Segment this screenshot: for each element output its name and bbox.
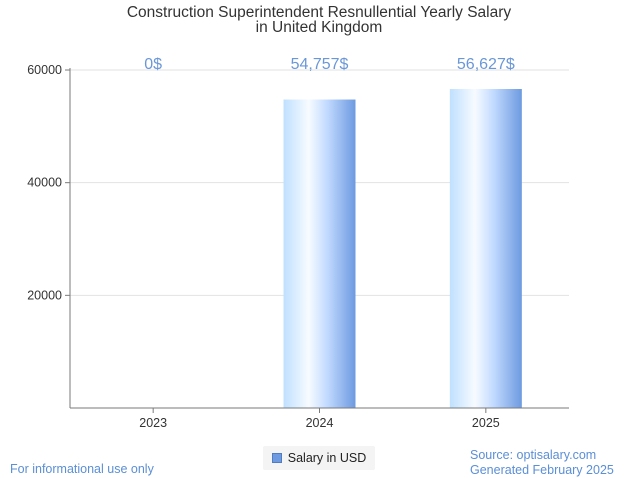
x-tick-label: 2023	[139, 416, 167, 430]
legend-label: Salary in USD	[287, 451, 367, 465]
legend-swatch	[271, 453, 282, 463]
source-credit[interactable]: Source: optisalary.com	[470, 448, 597, 462]
chart-legend[interactable]: Salary in USD	[263, 446, 375, 470]
y-tick-label: 20000	[27, 288, 62, 302]
x-tick-label: 2024	[306, 416, 334, 430]
chart-title: Construction Superintendent Resnullentia…	[126, 4, 512, 21]
generated-date: Generated February 2025	[470, 463, 614, 477]
data-label-2025: 56,627$	[457, 56, 515, 73]
disclaimer-note: For informational use only	[10, 462, 154, 476]
x-tick-label: 2025	[472, 416, 500, 430]
bar-2025[interactable]	[449, 89, 522, 409]
y-tick-label: 60000	[27, 63, 62, 77]
chart-subtitle: in United Kingdom	[255, 19, 383, 36]
bar-2024[interactable]	[283, 99, 356, 408]
data-label-2023: 0$	[144, 56, 162, 73]
data-label-2024: 54,757$	[291, 56, 349, 73]
y-tick-label: 40000	[27, 176, 62, 190]
